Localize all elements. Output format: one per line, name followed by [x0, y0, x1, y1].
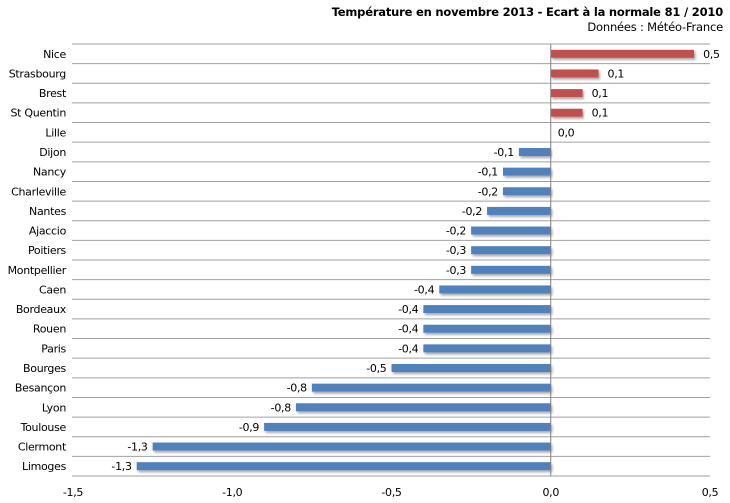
bar	[471, 265, 551, 274]
data-label: -0,2	[446, 225, 466, 238]
data-label: -0,9	[239, 421, 260, 434]
bar	[550, 89, 583, 98]
x-tick-label: 0,0	[542, 486, 559, 499]
category-label: Bordeaux	[16, 303, 67, 316]
bar	[295, 403, 551, 412]
bar	[423, 305, 551, 314]
bar	[152, 442, 551, 451]
data-label: -0,2	[462, 205, 482, 218]
category-label: Toulouse	[20, 421, 67, 434]
bar	[550, 108, 583, 117]
bar	[550, 69, 599, 78]
chart-title: Température en novembre 2013 - Ecart à l…	[331, 5, 724, 19]
x-tick-label: 0,5	[702, 486, 719, 499]
category-label: Rouen	[33, 323, 66, 336]
data-label: -0,4	[398, 303, 419, 316]
data-label: 0,0	[558, 126, 575, 139]
data-label: 0,1	[592, 107, 609, 120]
bar	[518, 148, 551, 156]
category-label: Montpellier	[8, 264, 67, 277]
data-label: -0,4	[414, 283, 435, 296]
category-label: Nancy	[33, 166, 67, 179]
data-label: -0,4	[398, 342, 419, 355]
bar	[502, 187, 551, 196]
category-label: Strasbourg	[9, 67, 66, 80]
bar	[439, 285, 551, 294]
bar	[311, 383, 551, 392]
x-tick-label: -0,5	[381, 486, 402, 499]
category-label: Dijon	[39, 146, 66, 159]
bar	[391, 364, 551, 372]
bar	[487, 206, 551, 215]
bar	[471, 226, 551, 235]
data-label: -0,4	[398, 323, 419, 336]
category-label: Clermont	[18, 441, 67, 454]
category-label: Poitiers	[28, 244, 67, 257]
category-label: Caen	[39, 283, 66, 296]
category-label: Besançon	[15, 382, 66, 395]
data-label: -0,8	[287, 382, 308, 395]
category-label: St Quentin	[10, 107, 66, 120]
chart-subtitle: Données : Météo-France	[587, 20, 723, 34]
bar	[264, 422, 551, 431]
category-label: Charleville	[11, 185, 66, 198]
data-label: 0,1	[608, 67, 625, 80]
data-label: 0,1	[592, 87, 609, 100]
category-label: Bourges	[23, 362, 67, 375]
category-label: Brest	[39, 87, 67, 100]
category-label: Lille	[45, 126, 66, 139]
category-label: Nantes	[29, 205, 67, 218]
x-tick-label: -1,0	[222, 486, 243, 499]
category-label: Lyon	[42, 401, 66, 414]
data-label: -0,3	[446, 264, 467, 277]
data-label: -0,5	[366, 362, 387, 375]
data-label: -0,2	[478, 185, 498, 198]
bar	[423, 324, 551, 333]
x-tick-label: -1,5	[63, 486, 84, 499]
category-label: Ajaccio	[29, 225, 67, 238]
bar	[136, 462, 551, 471]
data-label: -0,1	[494, 146, 514, 159]
bar	[550, 49, 695, 58]
category-label: Paris	[41, 342, 66, 355]
data-label: -0,1	[478, 166, 498, 179]
data-label: -1,3	[127, 441, 148, 454]
data-label: 0,5	[703, 48, 720, 61]
category-label: Limoges	[22, 460, 67, 473]
bar	[423, 344, 551, 353]
data-label: -0,3	[446, 244, 467, 257]
category-label: Nice	[43, 48, 66, 61]
bar	[471, 246, 551, 255]
bar	[502, 167, 551, 176]
data-label: -0,8	[271, 401, 292, 414]
data-label: -1,3	[111, 460, 132, 473]
